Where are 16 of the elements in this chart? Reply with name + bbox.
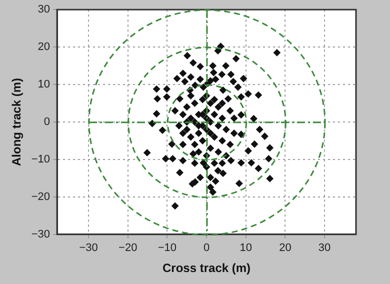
y-tick-label: −10 [31,154,50,166]
x-tick-label: 20 [279,242,292,254]
x-tick-label: −20 [118,242,138,254]
x-tick-label: −10 [158,242,177,254]
x-tick-label: 0 [203,242,210,254]
y-tick-label: 30 [38,4,50,16]
y-tick-label: −20 [31,190,50,203]
y-tick-label: 0 [44,116,50,128]
y-axis-title: Along track (m) [10,78,24,166]
x-tick-label: −30 [79,242,98,254]
x-tick-label: 30 [318,242,331,254]
y-tick-label: 20 [38,41,50,54]
x-axis-title: Cross track (m) [162,261,251,276]
y-tick-label: −30 [31,228,50,240]
y-tick-label: 10 [38,78,50,91]
x-tick-label: 10 [240,242,252,254]
